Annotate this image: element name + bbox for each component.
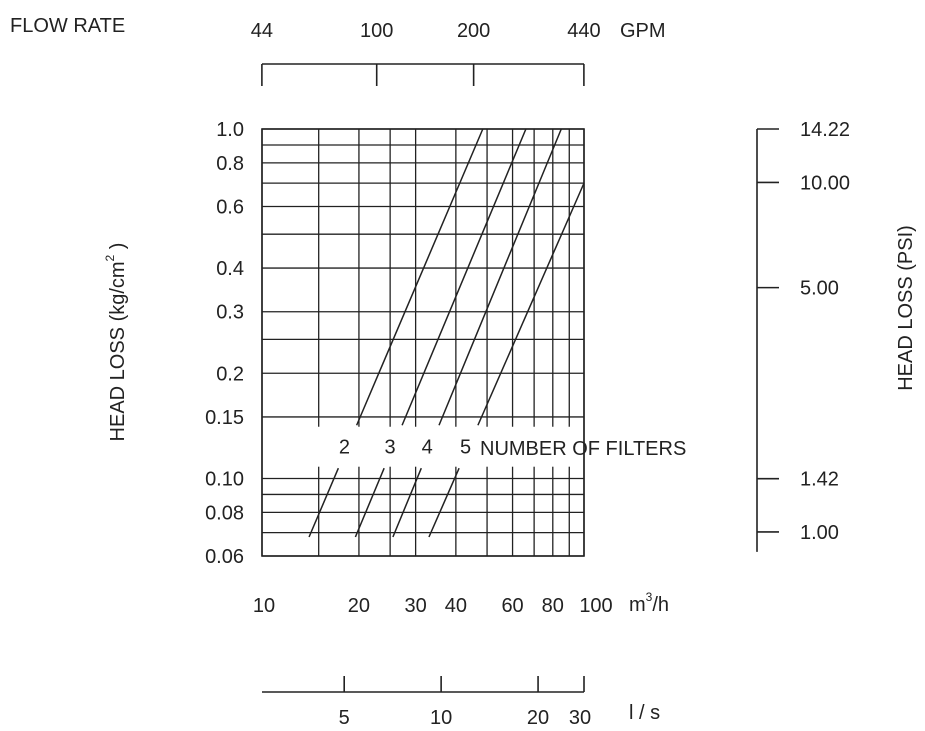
x-tick-label: 20	[348, 595, 370, 617]
y-tick-label: 0.10	[205, 468, 244, 490]
gpm-tick-label: 100	[360, 20, 393, 42]
y-tick-label: 0.06	[205, 546, 244, 568]
y-tick-label: 0.8	[216, 153, 244, 175]
filter-curve-3	[401, 128, 527, 426]
lps-tick-label: 30	[569, 707, 591, 729]
psi-tick-label: 10.00	[800, 172, 850, 194]
x-tick-label: 40	[445, 595, 467, 617]
right-axis-label: HEAD LOSS (PSI)	[895, 225, 917, 391]
curve-annotation: NUMBER OF FILTERS	[480, 438, 686, 460]
flow-rate-label: FLOW RATE	[10, 15, 125, 37]
psi-tick-label: 14.22	[800, 119, 850, 141]
lps-tick-label: 20	[527, 707, 549, 729]
y-tick-label: 0.08	[205, 502, 244, 524]
y-tick-label: 0.4	[216, 258, 244, 280]
x-tick-label: 100	[579, 595, 612, 617]
gpm-tick-label: 200	[457, 20, 490, 42]
grid-layer	[261, 128, 585, 557]
y-tick-label: 0.15	[205, 407, 244, 429]
gpm-unit-label: GPM	[620, 20, 666, 42]
filter-curve-3	[354, 467, 385, 538]
x-tick-label: 60	[501, 595, 523, 617]
x-tick-label: 10	[253, 595, 275, 617]
y-tick-label: 0.6	[216, 197, 244, 219]
filter-curve-4	[438, 128, 562, 426]
y-axis-label: HEAD LOSS (kg/cm2 )	[103, 243, 129, 442]
filter-count-label: 2	[339, 437, 350, 459]
psi-tick-label: 1.42	[800, 469, 839, 491]
x-tick-label: 80	[542, 595, 564, 617]
filter-curve-4	[392, 467, 422, 538]
x-tick-label: 30	[405, 595, 427, 617]
psi-tick-label: 1.00	[800, 522, 839, 544]
gpm-tick-label: 44	[251, 20, 273, 42]
filter-curve-2	[308, 467, 340, 538]
x-axis-label: m3/h	[629, 590, 669, 616]
annotation-gap-band	[263, 426, 583, 467]
lps-unit-label: l / s	[629, 702, 660, 724]
filter-count-label: 5	[460, 437, 471, 459]
y-tick-label: 0.3	[216, 302, 244, 324]
series-layer: 2 3 4 5	[308, 128, 585, 538]
lps-tick-label: 5	[339, 707, 350, 729]
axis-layer: 1.0 0.8 0.6 0.4 0.3 0.2 0.15 0.10 0.08 0.06 10 20 30…	[205, 20, 850, 729]
filter-curve-2	[355, 128, 484, 426]
psi-tick-label: 5.00	[800, 278, 839, 300]
filter-curve-5	[428, 467, 460, 538]
filter-count-label: 3	[385, 437, 396, 459]
y-tick-label: 0.2	[216, 363, 244, 385]
filter-count-label: 4	[422, 437, 433, 459]
filter-curve-5	[477, 182, 585, 426]
lps-tick-label: 10	[430, 707, 452, 729]
gpm-tick-label: 440	[567, 20, 600, 42]
y-tick-label: 1.0	[216, 119, 244, 141]
plot-frame	[261, 128, 585, 557]
